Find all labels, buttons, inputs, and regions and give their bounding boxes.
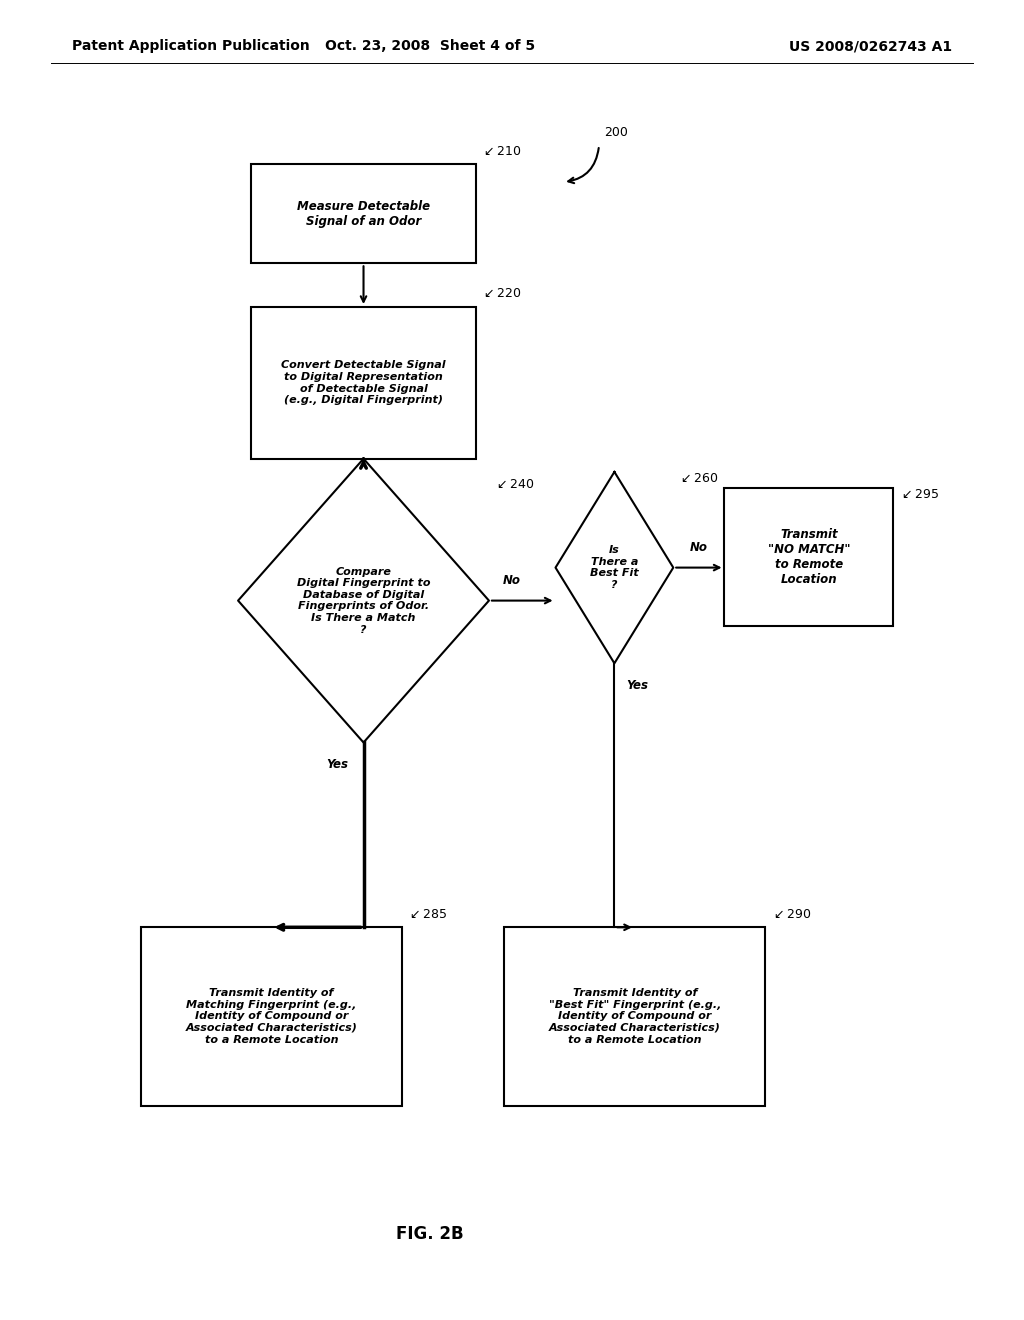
FancyBboxPatch shape [251,165,476,263]
Text: Transmit Identity of
"Best Fit" Fingerprint (e.g.,
Identity of Compound or
Assoc: Transmit Identity of "Best Fit" Fingerpr… [549,989,721,1044]
Text: $\swarrow$240: $\swarrow$240 [494,478,535,491]
Text: 200: 200 [604,125,628,139]
Text: Patent Application Publication: Patent Application Publication [72,40,309,53]
Text: $\swarrow$290: $\swarrow$290 [771,908,811,921]
Text: No: No [503,574,521,587]
Text: Is
There a
Best Fit
?: Is There a Best Fit ? [590,545,639,590]
Text: Oct. 23, 2008  Sheet 4 of 5: Oct. 23, 2008 Sheet 4 of 5 [325,40,536,53]
FancyBboxPatch shape [141,927,401,1106]
Text: FIG. 2B: FIG. 2B [396,1225,464,1243]
Text: US 2008/0262743 A1: US 2008/0262743 A1 [790,40,952,53]
FancyBboxPatch shape [504,927,766,1106]
Text: $\swarrow$220: $\swarrow$220 [481,288,521,301]
Text: $\swarrow$295: $\swarrow$295 [899,488,938,500]
Text: Transmit Identity of
Matching Fingerprint (e.g.,
Identity of Compound or
Associa: Transmit Identity of Matching Fingerprin… [185,989,357,1044]
Text: $\swarrow$260: $\swarrow$260 [678,473,719,484]
FancyBboxPatch shape [251,308,476,459]
Text: Yes: Yes [327,758,348,771]
Text: No: No [690,541,708,554]
Text: Measure Detectable
Signal of an Odor: Measure Detectable Signal of an Odor [297,199,430,228]
Text: Convert Detectable Signal
to Digital Representation
of Detectable Signal
(e.g., : Convert Detectable Signal to Digital Rep… [282,360,445,405]
Text: $\swarrow$285: $\swarrow$285 [408,908,447,921]
Text: Transmit
"NO MATCH"
to Remote
Location: Transmit "NO MATCH" to Remote Location [768,528,850,586]
FancyBboxPatch shape [725,488,893,627]
Text: Compare
Digital Fingerprint to
Database of Digital
Fingerprints of Odor.
Is Ther: Compare Digital Fingerprint to Database … [297,566,430,635]
Text: $\swarrow$210: $\swarrow$210 [481,145,521,158]
Text: Yes: Yes [627,680,648,692]
